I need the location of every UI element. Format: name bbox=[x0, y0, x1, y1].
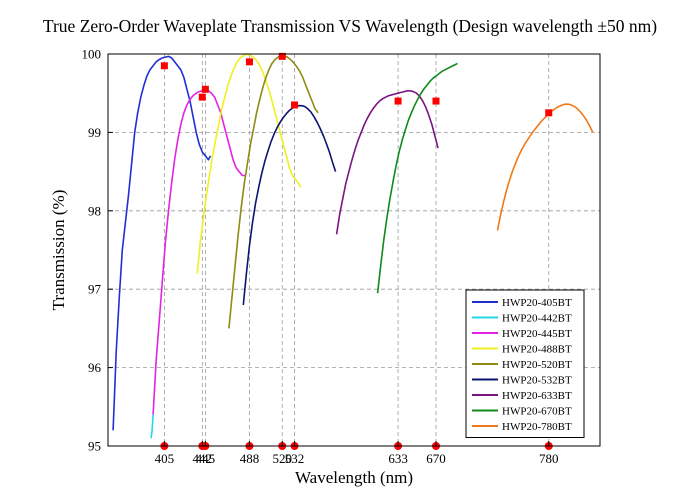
series-line-hwp20-445bt bbox=[152, 89, 246, 415]
series-line-hwp20-442bt bbox=[150, 414, 154, 439]
design-point-marker bbox=[278, 52, 286, 60]
design-point-marker bbox=[291, 101, 299, 109]
legend-entry: HWP20-488BT bbox=[502, 344, 572, 356]
y-tick-label: 98 bbox=[88, 203, 101, 218]
design-point-marker bbox=[432, 97, 440, 105]
x-tick-label: 520 bbox=[273, 451, 293, 466]
legend-entry: HWP20-442BT bbox=[502, 313, 572, 325]
x-tick-label: 405 bbox=[155, 451, 175, 466]
chart-title: True Zero-Order Waveplate Transmission V… bbox=[42, 16, 658, 36]
design-point-marker bbox=[545, 109, 553, 117]
series-line-hwp20-633bt bbox=[335, 90, 439, 235]
y-tick-label: 100 bbox=[82, 47, 102, 62]
x-tick-label: 633 bbox=[388, 451, 408, 466]
x-tick-label: 445 bbox=[196, 451, 216, 466]
legend-entry: HWP20-520BT bbox=[502, 359, 572, 371]
legend-entry: HWP20-780BT bbox=[502, 421, 572, 433]
design-point-marker bbox=[160, 62, 168, 70]
design-point-marker bbox=[201, 85, 209, 93]
legend-entry: HWP20-445BT bbox=[502, 328, 572, 340]
y-tick-label: 96 bbox=[88, 360, 102, 375]
y-tick-label: 99 bbox=[88, 125, 101, 140]
x-tick-label: 488 bbox=[240, 451, 260, 466]
design-point-marker bbox=[245, 58, 253, 66]
series-layer bbox=[112, 53, 594, 439]
legend-entry: HWP20-405BT bbox=[502, 297, 572, 309]
design-point-marker bbox=[394, 97, 402, 105]
series-line-hwp20-520bt bbox=[228, 54, 319, 329]
y-tick-label: 95 bbox=[88, 439, 101, 454]
legend-entry: HWP20-532BT bbox=[502, 375, 572, 387]
plot-frame bbox=[107, 53, 601, 447]
series-line-hwp20-488bt bbox=[196, 53, 302, 274]
x-tick-label: 780 bbox=[539, 451, 559, 466]
x-axis-title: Wavelength (nm) bbox=[295, 468, 413, 487]
legend: HWP20-405BT HWP20-442BT HWP20-445BT HWP20-4… bbox=[465, 289, 585, 438]
series-line-hwp20-670bt bbox=[376, 62, 458, 294]
x-tick-label: 442 bbox=[193, 451, 213, 466]
x-tick-label: 670 bbox=[426, 451, 446, 466]
legend-entry: HWP20-670BT bbox=[502, 406, 572, 418]
x-tick-label: 532 bbox=[285, 451, 305, 466]
y-tick-label: 97 bbox=[88, 282, 102, 297]
legend-entry: HWP20-633BT bbox=[502, 390, 572, 402]
series-line-hwp20-405bt bbox=[112, 55, 212, 431]
series-line-hwp20-780bt bbox=[496, 103, 594, 231]
series-line-hwp20-532bt bbox=[242, 104, 337, 305]
design-point-marker bbox=[198, 93, 206, 101]
y-axis-title: Transmission (%) bbox=[49, 190, 68, 311]
